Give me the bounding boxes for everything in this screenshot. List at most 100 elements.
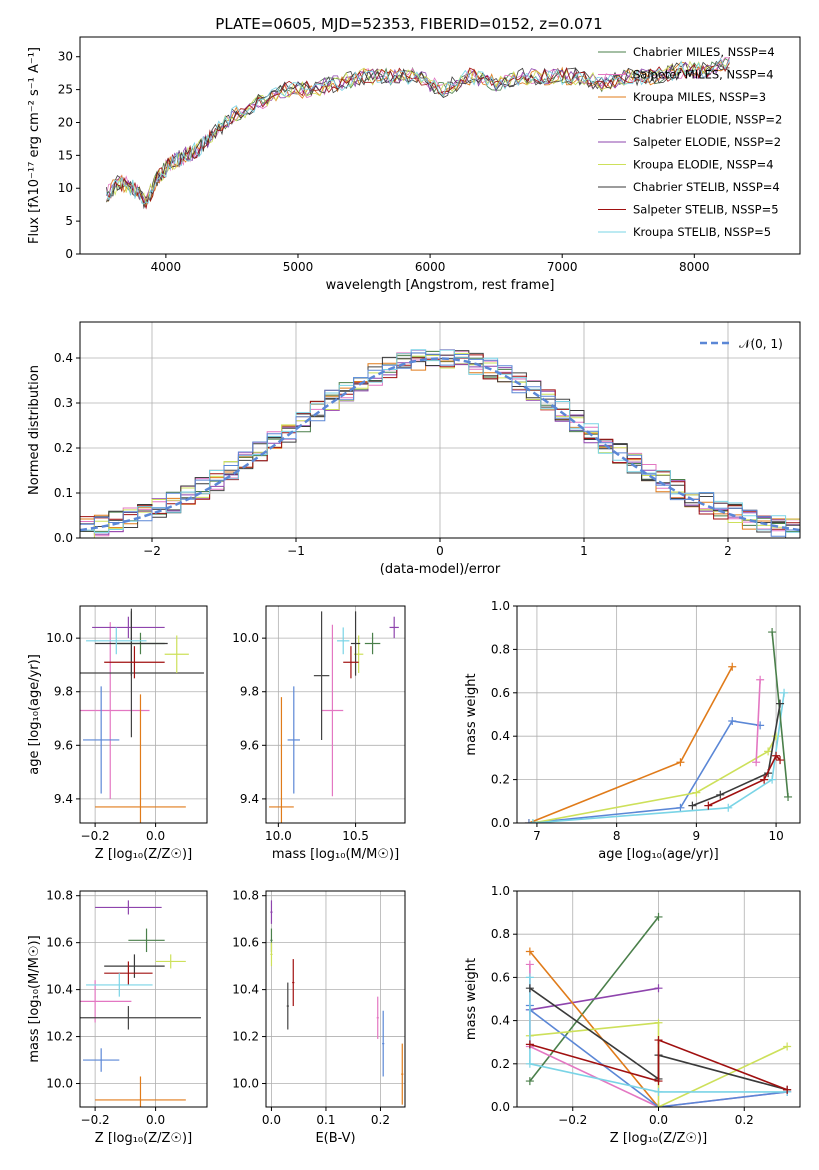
data-marker xyxy=(525,960,534,969)
legend-label: Kroupa STELIB, NSSP=5 xyxy=(633,225,771,239)
x-tick-label: 2 xyxy=(724,544,732,558)
data-marker xyxy=(783,1042,792,1051)
series-line xyxy=(528,666,733,823)
x-tick-label: 10 xyxy=(768,829,783,843)
y-tick-label: 5 xyxy=(65,214,73,228)
mass_vs_ebv-frame xyxy=(265,890,406,1108)
x-tick-label: −0.2 xyxy=(81,1113,110,1127)
data-marker xyxy=(654,1036,663,1045)
age_vs_Z-plot xyxy=(80,608,204,823)
age_vs_Z-frame xyxy=(79,605,208,824)
y-tick-label: 0.1 xyxy=(54,486,73,500)
y-tick-label: 0.2 xyxy=(54,441,73,455)
y-tick-label: 10.8 xyxy=(232,889,259,903)
mass_vs_ebv-plot xyxy=(270,900,404,1105)
legend-label: Kroupa ELODIE, NSSP=4 xyxy=(633,158,774,172)
residuals-plot xyxy=(80,349,800,538)
data-marker xyxy=(716,790,725,799)
legend-label: Kroupa MILES, NSSP=3 xyxy=(633,90,766,104)
y-tick-label: 0.2 xyxy=(491,1057,510,1071)
y-tick-label: 20 xyxy=(58,115,73,129)
y-tick-label: 0.8 xyxy=(491,927,510,941)
x-axis-label: Z [log₁₀(Z/Z☉)] xyxy=(95,847,192,862)
x-tick-label: 8000 xyxy=(679,260,710,274)
age_vs_mass-axes xyxy=(262,606,405,827)
mass_vs_Z-plot xyxy=(80,900,201,1107)
data-marker xyxy=(728,662,737,671)
x-tick-label: 7000 xyxy=(547,260,578,274)
series-line xyxy=(529,1038,788,1091)
data-marker xyxy=(756,675,765,684)
data-marker xyxy=(704,801,713,810)
y-tick-label: 0.2 xyxy=(491,773,510,787)
x-tick-label: −2 xyxy=(143,544,161,558)
age_vs_Z-axes xyxy=(76,606,207,827)
data-marker xyxy=(525,984,534,993)
legend-label: Chabrier ELODIE, NSSP=2 xyxy=(633,113,782,127)
x-axis-label: (data-model)/error xyxy=(380,562,501,577)
x-tick-label: 0.0 xyxy=(146,829,165,843)
y-tick-label: 10.4 xyxy=(46,983,73,997)
y-tick-label: 9.8 xyxy=(240,685,259,699)
y-tick-label: 0.0 xyxy=(491,816,510,830)
x-tick-label: 0.2 xyxy=(735,1113,754,1127)
figure-title: PLATE=0605, MJD=52353, FIBERID=0152, z=0… xyxy=(215,15,602,33)
x-tick-label: 0.0 xyxy=(262,1113,281,1127)
y-tick-label: 25 xyxy=(58,83,73,97)
y-tick-label: 10.6 xyxy=(232,936,259,950)
y-tick-label: 1.0 xyxy=(491,884,510,898)
data-marker xyxy=(525,1059,534,1068)
x-tick-label: 10.5 xyxy=(342,829,369,843)
data-marker xyxy=(654,984,663,993)
y-axis-label: age [log₁₀(age/yr)] xyxy=(27,654,42,775)
data-marker xyxy=(525,1077,534,1086)
data-marker xyxy=(654,1087,663,1096)
y-tick-label: 10.0 xyxy=(46,631,73,645)
x-tick-label: 7 xyxy=(533,829,541,843)
x-tick-label: −0.2 xyxy=(81,829,110,843)
y-tick-label: 0.4 xyxy=(491,729,510,743)
data-marker xyxy=(676,758,685,767)
data-marker xyxy=(524,819,533,823)
series-line xyxy=(755,679,761,763)
y-tick-label: 0 xyxy=(65,247,73,261)
y-axis-label: mass weight xyxy=(464,958,479,1040)
y-tick-label: 0.6 xyxy=(491,686,510,700)
x-tick-label: 5000 xyxy=(283,260,314,274)
x-axis-label: E(B-V) xyxy=(315,1131,355,1146)
data-marker xyxy=(764,747,773,756)
x-axis-label: Z [log₁₀(Z/Z☉)] xyxy=(610,1131,707,1146)
y-tick-label: 0.8 xyxy=(491,642,510,656)
y-tick-label: 9.6 xyxy=(240,738,259,752)
data-marker xyxy=(525,947,534,956)
y-tick-label: 0.4 xyxy=(491,1014,510,1028)
data-marker xyxy=(676,803,685,812)
y-tick-label: 10.0 xyxy=(232,1077,259,1091)
mass_vs_Z-axes xyxy=(76,891,207,1111)
legend-label: Salpeter ELODIE, NSSP=2 xyxy=(633,135,781,149)
y-tick-label: 9.8 xyxy=(54,685,73,699)
x-tick-label: 0.2 xyxy=(371,1113,390,1127)
mass_vs_ebv-axes xyxy=(262,891,405,1111)
y-tick-label: 10 xyxy=(58,181,73,195)
y-tick-label: 1.0 xyxy=(491,599,510,613)
y-tick-label: 0.3 xyxy=(54,396,73,410)
data-marker xyxy=(688,801,697,810)
normal-curve xyxy=(80,357,800,532)
x-tick-label: 10.0 xyxy=(265,829,292,843)
x-tick-label: −1 xyxy=(287,544,305,558)
data-marker xyxy=(768,628,777,637)
data-marker xyxy=(772,751,781,760)
mass_vs_Z-frame xyxy=(79,890,208,1108)
data-marker xyxy=(784,792,793,801)
x-tick-label: 4000 xyxy=(151,260,182,274)
y-tick-label: 9.6 xyxy=(54,738,73,752)
data-marker xyxy=(654,912,663,921)
data-marker xyxy=(654,1103,663,1107)
mass_weight_vs_age-plot xyxy=(524,628,793,823)
y-tick-label: 10.8 xyxy=(46,889,73,903)
data-marker xyxy=(654,1077,663,1086)
y-axis-label: mass [log₁₀(M/M☉)] xyxy=(27,935,42,1062)
x-tick-label: 1 xyxy=(580,544,588,558)
